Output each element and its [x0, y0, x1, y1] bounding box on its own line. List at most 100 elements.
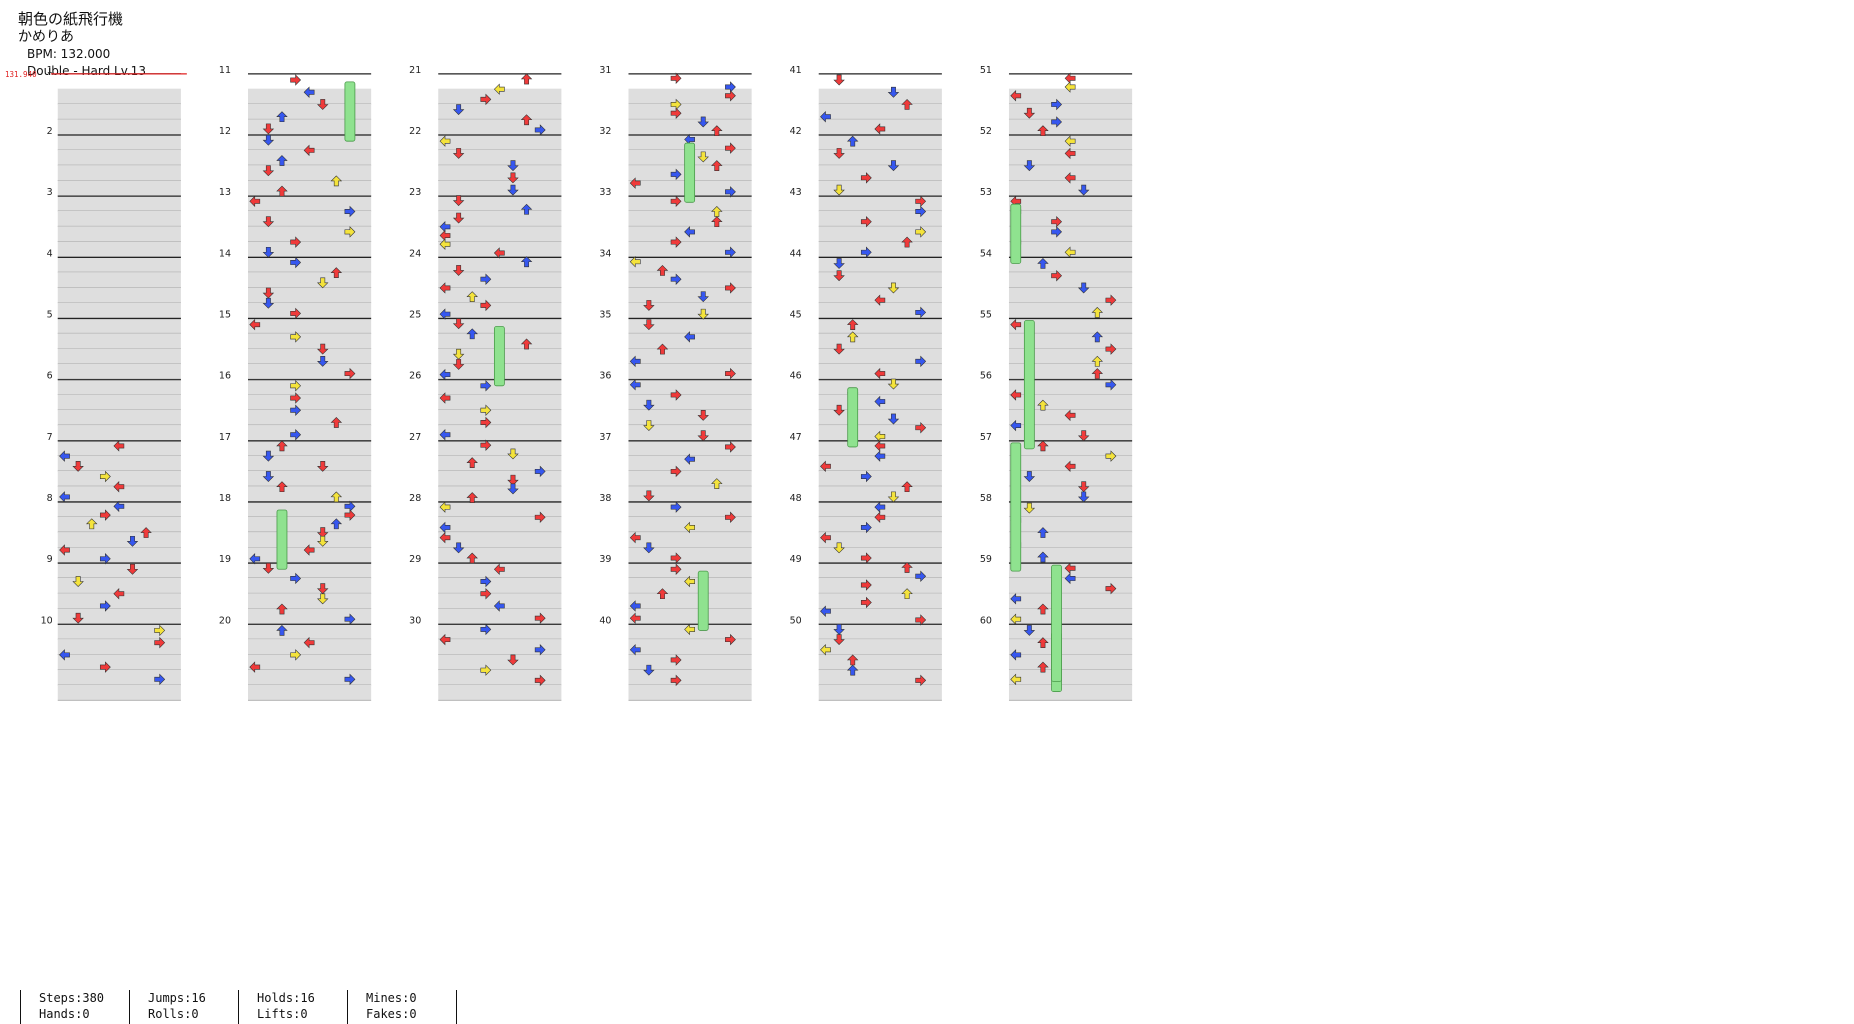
- beat-shade: [438, 639, 562, 655]
- beat-shade: [818, 639, 942, 655]
- arrow-note-icon: [684, 226, 695, 238]
- arrow-note-icon: [1037, 661, 1049, 673]
- beat-shade: [247, 195, 372, 212]
- arrow-note-icon: [1077, 430, 1090, 442]
- arrow-note-icon: [276, 603, 288, 615]
- arrow-note-icon: [725, 246, 736, 259]
- arrow-note-icon: [697, 151, 709, 163]
- arrow-note-icon: [1023, 107, 1036, 119]
- beat-shade: [818, 516, 942, 533]
- arrow-note-icon: [915, 205, 927, 218]
- arrow-note-icon: [154, 636, 166, 649]
- arrow-note-icon: [480, 273, 492, 285]
- arrow-note-icon: [290, 572, 302, 585]
- beat-shade: [247, 333, 372, 349]
- arrow-note-icon: [330, 417, 343, 428]
- beat-shade: [1008, 623, 1133, 640]
- arrow-note-icon: [1023, 502, 1036, 514]
- beat-shade: [1008, 486, 1133, 502]
- beat-shade: [247, 654, 372, 670]
- arrow-note-icon: [1064, 572, 1076, 585]
- measure-number: 11: [219, 65, 231, 76]
- measure-number: 18: [219, 493, 231, 504]
- beat-shade: [818, 593, 942, 609]
- beat-shade: [628, 516, 752, 533]
- arrow-note-icon: [901, 562, 913, 573]
- beat-shade: [57, 211, 181, 227]
- beat-shade: [57, 302, 181, 319]
- arrow-note-icon: [316, 527, 329, 539]
- beat-shade: [247, 409, 372, 426]
- arrow-note-icon: [480, 664, 492, 676]
- beat-shade: [1008, 669, 1133, 685]
- measure-number: 36: [599, 371, 611, 382]
- beat-shade: [628, 363, 752, 380]
- beat-shade: [57, 684, 181, 701]
- hands-count: Hands:0: [39, 1007, 90, 1021]
- arrow-note-icon: [643, 542, 655, 554]
- beat-shade: [438, 684, 562, 701]
- beat-shade: [438, 470, 562, 487]
- measure-number: 28: [409, 493, 421, 504]
- arrow-note-icon: [520, 203, 533, 215]
- beat-shade: [57, 455, 181, 471]
- arrow-note-icon: [1105, 343, 1117, 355]
- measure-number: 38: [599, 493, 611, 504]
- arrow-note-icon: [643, 420, 655, 431]
- arrow-note-icon: [1064, 409, 1076, 422]
- beat-shade: [818, 623, 942, 640]
- arrow-note-icon: [262, 450, 275, 462]
- beat-shade: [438, 593, 562, 609]
- arrow-note-icon: [439, 501, 451, 513]
- beat-shade: [1008, 577, 1133, 594]
- arrow-note-icon: [1010, 90, 1022, 102]
- arrow-note-icon: [330, 267, 343, 278]
- arrow-note-icon: [262, 471, 275, 482]
- beat-shade: [57, 333, 181, 349]
- arrow-note-icon: [99, 509, 111, 521]
- arrow-note-icon: [249, 195, 261, 208]
- arrow-note-icon: [874, 440, 886, 452]
- measure-number: 4: [47, 248, 53, 259]
- arrow-note-icon: [262, 134, 275, 146]
- beat-shade: [1008, 547, 1133, 563]
- beat-shade: [438, 501, 562, 517]
- arrow-note-icon: [846, 135, 859, 147]
- beat-shade: [57, 654, 181, 670]
- arrow-note-icon: [684, 331, 695, 343]
- arrow-note-icon: [480, 439, 492, 451]
- arrow-note-icon: [439, 135, 451, 147]
- beat-shade: [818, 669, 942, 685]
- beat-shade: [247, 639, 372, 655]
- arrow-note-icon: [466, 552, 478, 564]
- beat-shade: [818, 302, 942, 319]
- arrow-note-icon: [820, 110, 831, 123]
- arrow-note-icon: [290, 331, 302, 343]
- arrow-note-icon: [697, 308, 709, 320]
- beat-shade: [247, 119, 372, 135]
- arrow-note-icon: [915, 421, 927, 434]
- beat-shade: [57, 532, 181, 548]
- arrow-note-icon: [833, 634, 845, 646]
- beat-shade: [247, 302, 372, 319]
- measure-number: 45: [790, 310, 802, 321]
- arrow-note-icon: [860, 246, 872, 259]
- beat-shade: [818, 180, 942, 196]
- beat-shade: [628, 593, 752, 609]
- arrow-note-icon: [901, 99, 913, 110]
- arrow-note-icon: [452, 542, 465, 554]
- beat-shade: [57, 134, 181, 150]
- arrow-note-icon: [915, 355, 927, 368]
- beat-shade: [438, 608, 562, 624]
- measure-number: 13: [219, 187, 231, 198]
- measure-number: 56: [980, 371, 992, 382]
- arrow-note-icon: [1010, 673, 1022, 686]
- arrow-note-icon: [833, 624, 845, 635]
- beat-shade: [57, 669, 181, 685]
- arrow-note-icon: [534, 612, 546, 624]
- hold-note: [1010, 203, 1022, 264]
- arrow-note-icon: [452, 359, 465, 370]
- beat-shade: [57, 88, 181, 104]
- arrow-note-icon: [670, 236, 682, 248]
- beat-shade: [57, 119, 181, 135]
